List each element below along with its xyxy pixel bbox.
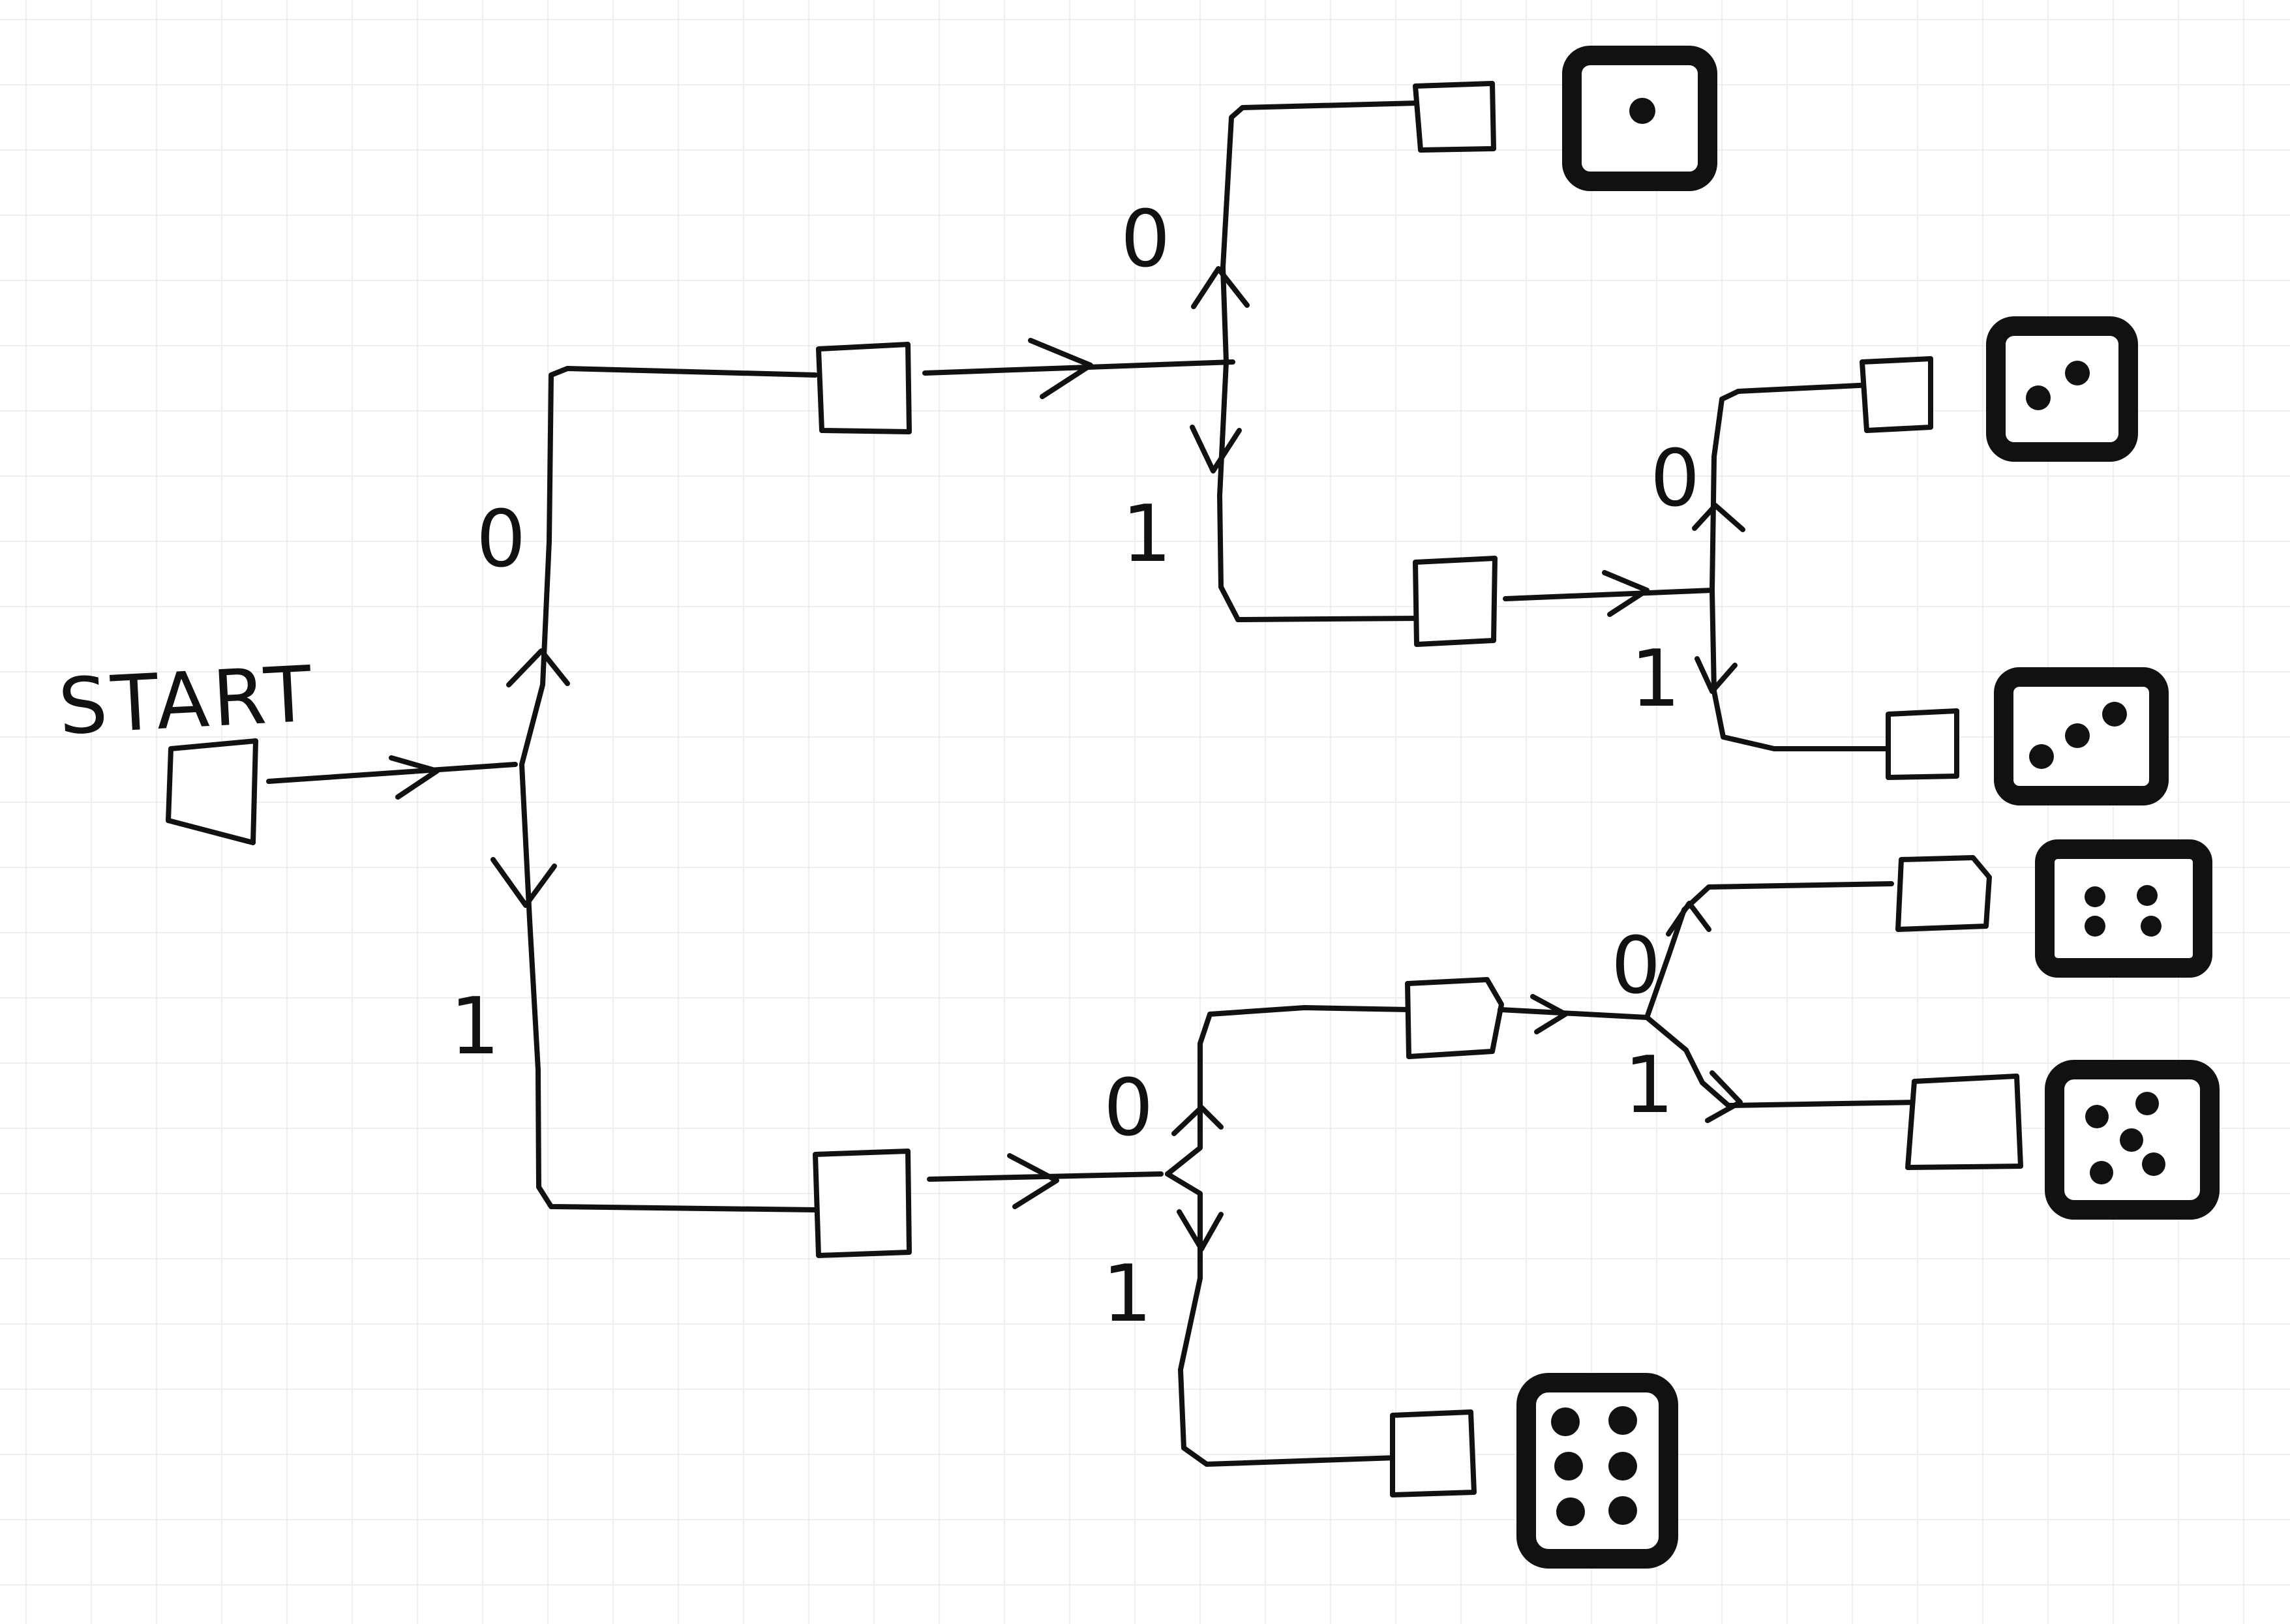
arrow-011 (1695, 656, 1738, 694)
arrow-101 (1705, 1070, 1743, 1123)
label-root-1: 1 (450, 982, 500, 1072)
label-01: 1 (1122, 489, 1171, 580)
label-100: 0 (1611, 921, 1661, 1012)
arrow-11 (1177, 1209, 1224, 1252)
die-five (2045, 1060, 2220, 1220)
wire-node-10-out (1498, 1007, 1650, 1020)
wire-101 (1644, 1015, 1923, 1108)
node-00 (1413, 81, 1496, 153)
arrow-node-0 (1028, 338, 1093, 399)
label-011: 1 (1631, 634, 1680, 725)
arrow-node-01 (1602, 570, 1650, 617)
die-four (2035, 839, 2212, 978)
label-101: 1 (1624, 1040, 1674, 1131)
arrow-00 (1191, 266, 1250, 309)
wire-01 (1217, 359, 1424, 622)
die-one (1562, 46, 1717, 191)
node-100 (1895, 855, 1992, 932)
wire-011 (1710, 588, 1894, 751)
label-11: 1 (1102, 1249, 1152, 1340)
label-00: 0 (1121, 194, 1170, 285)
wire-start-to-split (266, 762, 518, 784)
wire-10 (1165, 1005, 1411, 1177)
wire-node-0-out (922, 359, 1235, 376)
arrow-root-1 (490, 857, 557, 908)
arrow-100 (1666, 901, 1711, 937)
start-label: START (56, 649, 318, 752)
node-10 (1405, 977, 1504, 1059)
die-two (1986, 316, 2138, 462)
wire-root-1 (519, 762, 818, 1212)
die-three (1994, 667, 2169, 805)
node-1 (813, 1149, 912, 1258)
arrow-10 (1171, 1105, 1224, 1136)
arrow-node-10 (1530, 994, 1568, 1034)
wire-11 (1165, 1171, 1398, 1467)
node-101 (1905, 1074, 2023, 1170)
arrow-root-0 (506, 648, 570, 687)
die-six (1516, 1373, 1678, 1569)
node-11 (1390, 1409, 1477, 1497)
node-01 (1413, 556, 1498, 647)
node-010 (1860, 356, 1933, 433)
arrow-010 (1692, 503, 1745, 532)
label-10: 0 (1104, 1063, 1153, 1154)
wire-00 (1220, 100, 1421, 365)
arrow-start (389, 755, 440, 800)
wire-node-01-out (1503, 588, 1715, 601)
node-0 (816, 342, 912, 434)
start-node (166, 738, 258, 845)
node-011 (1886, 708, 1959, 780)
label-010: 0 (1650, 434, 1700, 524)
wire-root-0 (519, 366, 818, 767)
arrow-node-1 (1007, 1153, 1059, 1209)
arrow-01 (1190, 425, 1242, 474)
wire-010 (1710, 382, 1875, 593)
label-root-0: 0 (476, 494, 526, 585)
